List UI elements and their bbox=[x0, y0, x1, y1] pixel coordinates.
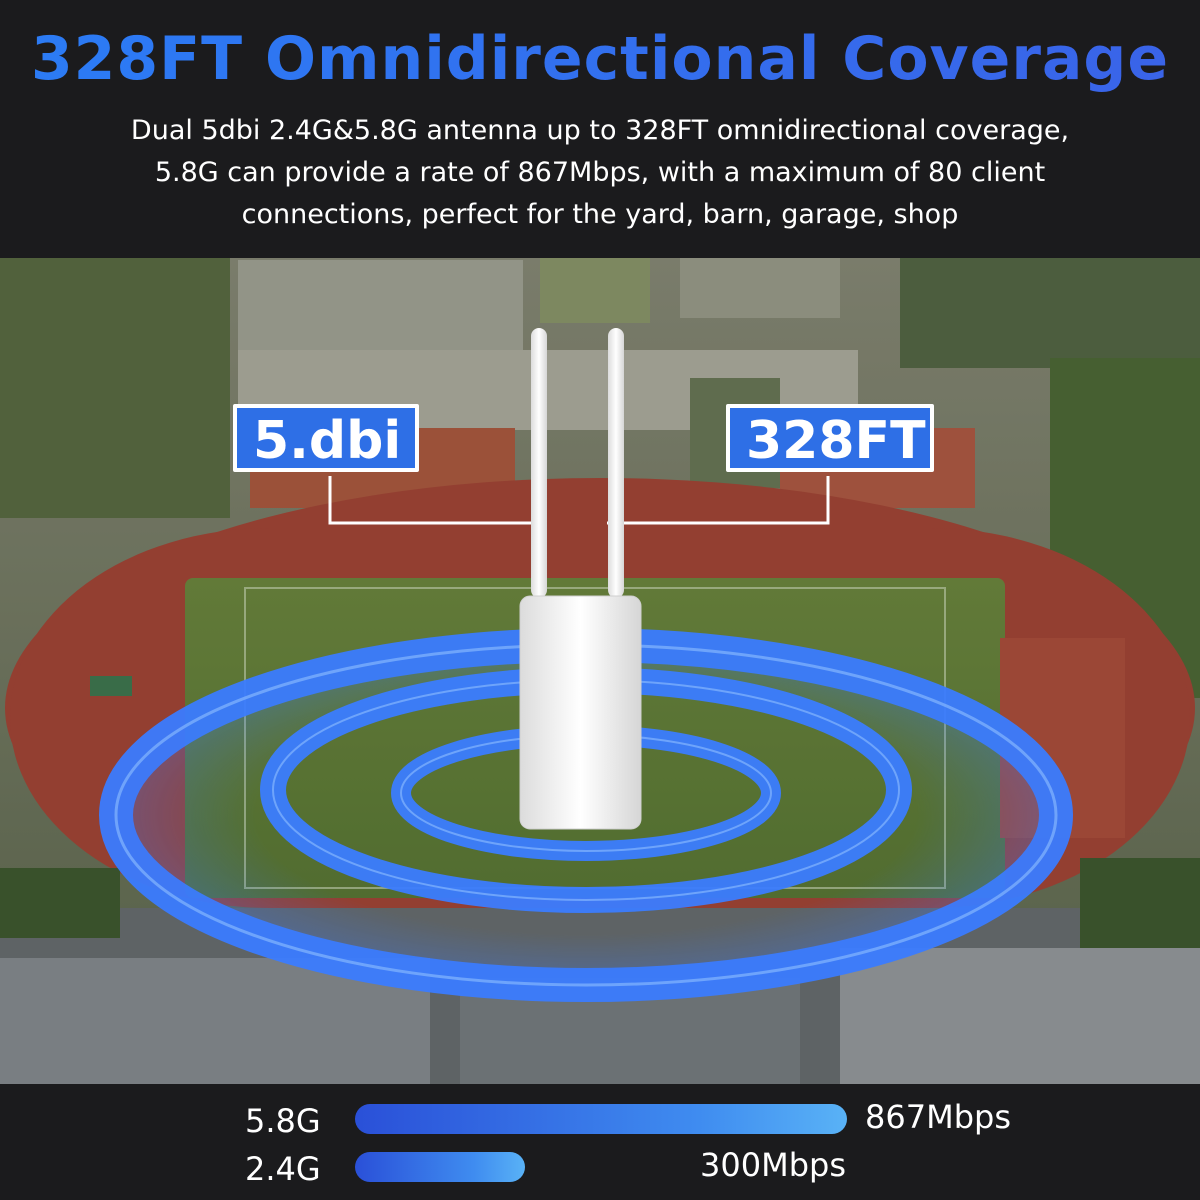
trees bbox=[0, 868, 120, 938]
header: 328FT Omnidirectional Coverage Dual 5dbi… bbox=[0, 0, 1200, 258]
antenna-right bbox=[608, 328, 624, 598]
aerial-stadium-scene: 5.dbi 328FT bbox=[0, 258, 1200, 1084]
description: Dual 5dbi 2.4G&5.8G antenna up to 328FT … bbox=[60, 110, 1140, 236]
bench bbox=[90, 676, 132, 696]
trees bbox=[0, 258, 230, 518]
gain-connector-line bbox=[328, 476, 540, 525]
gain-label: 5.dbi bbox=[233, 404, 419, 472]
speed-value-5g: 867Mbps bbox=[865, 1098, 1011, 1136]
building bbox=[238, 260, 523, 350]
page-title: 328FT Omnidirectional Coverage bbox=[0, 24, 1200, 94]
building bbox=[680, 258, 840, 318]
description-line-2: 5.8G can provide a rate of 867Mbps, with… bbox=[154, 157, 1046, 188]
antenna-left bbox=[531, 328, 547, 598]
building bbox=[540, 258, 650, 323]
description-line-3: connections, perfect for the yard, barn,… bbox=[241, 199, 959, 230]
band-label-5g: 5.8G bbox=[245, 1102, 321, 1140]
router-body bbox=[519, 595, 642, 830]
speed-bar-5g bbox=[355, 1104, 847, 1134]
speed-bar-24g bbox=[355, 1152, 525, 1182]
speed-comparison: 5.8G 867Mbps 2.4G 300Mbps bbox=[0, 1084, 1200, 1200]
description-line-1: Dual 5dbi 2.4G&5.8G antenna up to 328FT … bbox=[130, 115, 1070, 146]
trees bbox=[900, 258, 1200, 368]
speed-value-24g: 300Mbps bbox=[700, 1146, 846, 1184]
range-connector-line bbox=[607, 476, 830, 525]
band-label-24g: 2.4G bbox=[245, 1150, 321, 1188]
range-label: 328FT bbox=[726, 404, 934, 472]
stadium-illustration bbox=[0, 258, 1200, 1084]
rooftop bbox=[840, 948, 1200, 1084]
access-point-device bbox=[519, 328, 642, 830]
trees bbox=[1080, 858, 1200, 948]
